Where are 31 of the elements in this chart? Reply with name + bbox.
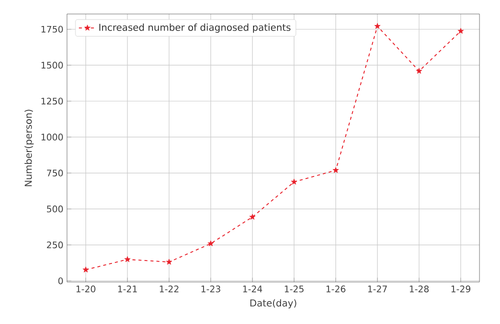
x-tick-label: 1-26 (326, 286, 346, 292)
x-tick-label: 1-24 (243, 286, 262, 292)
x-tick-label: 1-28 (410, 286, 429, 292)
x-tick-label: 1-21 (118, 286, 137, 292)
x-tick-label: 1-23 (202, 286, 220, 292)
y-tick-label: 0 (58, 277, 63, 284)
x-tick-label: 1-29 (452, 286, 470, 292)
y-tick-label: 500 (46, 206, 63, 212)
y-tick-label: 750 (47, 170, 63, 176)
point (416, 68, 422, 74)
x-tick-label: 1-25 (284, 286, 304, 292)
y-axis-title: Number(person) (24, 110, 34, 186)
point (458, 28, 464, 34)
point (166, 258, 172, 265)
point (124, 256, 130, 262)
y-tick-label: 1000 (42, 134, 63, 140)
point (82, 266, 89, 272)
x-tick-label: 1-20 (76, 286, 96, 292)
point (208, 240, 214, 246)
y-tick-label: 250 (46, 242, 63, 248)
y-tick-label: 1250 (42, 98, 63, 105)
point (249, 214, 256, 220)
x-tick-label: 1-22 (160, 286, 178, 292)
x-axis-title: Date(day) (250, 299, 296, 308)
x-tick-label: 1-27 (368, 286, 387, 292)
legend-label: Increased number of diagnosed patients (99, 24, 290, 33)
point (291, 178, 298, 185)
point (374, 23, 380, 29)
y-tick-label: 1750 (42, 26, 63, 33)
point (332, 167, 339, 173)
y-tick-label: 1500 (42, 62, 63, 69)
